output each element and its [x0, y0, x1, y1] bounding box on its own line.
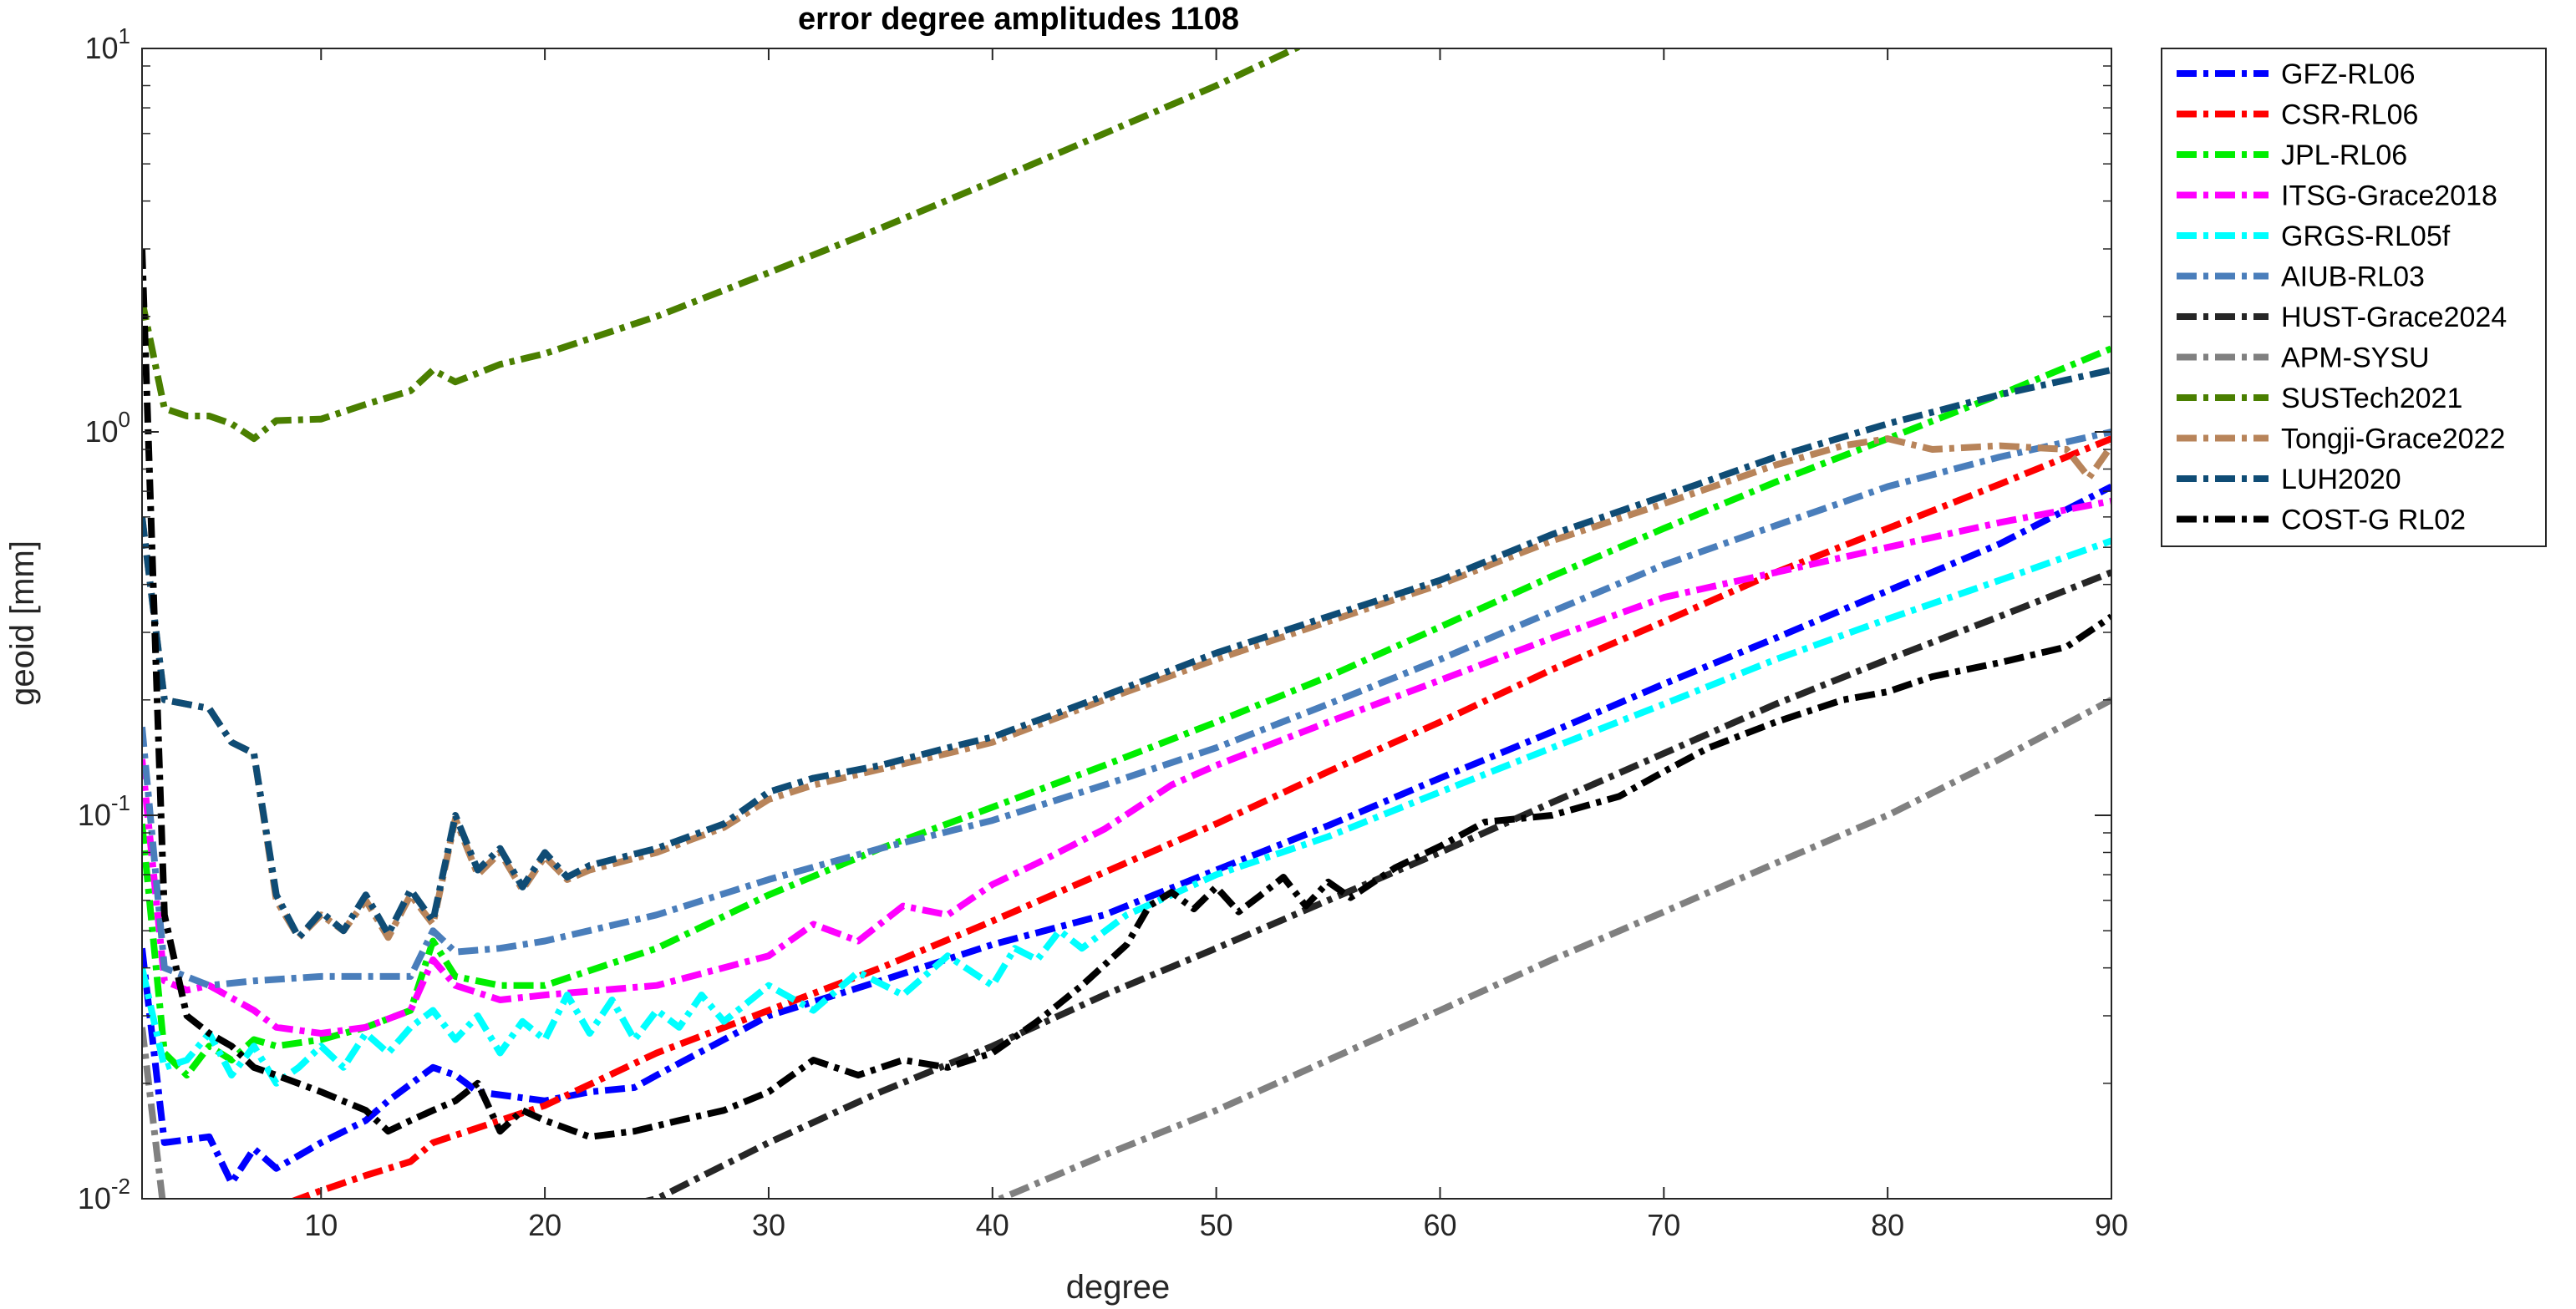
x-tick-label: 40	[976, 1208, 1009, 1242]
legend-label-sustech2021: SUSTech2021	[2281, 383, 2462, 414]
series-line-luh2020	[142, 366, 2111, 941]
y-tick-label: 101	[84, 23, 130, 65]
series-line-apm-sysu	[142, 697, 2111, 1199]
legend-box	[2161, 48, 2547, 547]
legend-label-itsg-grace2018: ITSG-Grace2018	[2281, 180, 2497, 212]
legend-label-luh2020: LUH2020	[2281, 464, 2401, 495]
series-line-gfz-rl06	[142, 483, 2111, 1186]
chart-title: error degree amplitudes 1108	[798, 2, 1239, 37]
legend-label-grgs-rl05f: GRGS-RL05f	[2281, 221, 2451, 252]
series-layer	[142, 48, 2111, 1199]
legend-label-hust-grace2024: HUST-Grace2024	[2281, 302, 2507, 333]
series-line-jpl-rl06	[142, 345, 2111, 1079]
series-line-itsg-grace2018	[142, 497, 2111, 1037]
x-tick-label: 10	[304, 1208, 338, 1242]
x-tick-label: 80	[1871, 1208, 1904, 1242]
x-tick-label: 90	[2095, 1208, 2128, 1242]
y-axis-label: geoid [mm]	[4, 540, 41, 706]
series-line-hust-grace2024	[642, 569, 2111, 1199]
plot-area: 10 20 30 40 50 60 70 80 90 10-2 10-1 100 101	[78, 23, 2128, 1242]
y-tick-label: 10-1	[78, 790, 130, 832]
legend-label-csr-rl06: CSR-RL06	[2281, 99, 2418, 131]
x-tick-label: 60	[1423, 1208, 1456, 1242]
x-axis-label: degree	[1066, 1269, 1171, 1306]
legend-label-tongji-grace2022: Tongji-Grace2022	[2281, 424, 2505, 455]
y-tick-label: 100	[84, 407, 130, 449]
series-line-csr-rl06	[289, 435, 2111, 1199]
axes-box	[141, 48, 2112, 1200]
x-tick-label: 70	[1647, 1208, 1680, 1242]
x-tick-label: 50	[1200, 1208, 1233, 1242]
legend-label-gfz-rl06: GFZ-RL06	[2281, 58, 2416, 90]
series-line-sustech2021	[142, 48, 1303, 443]
legend-label-apm-sysu: APM-SYSU	[2281, 342, 2430, 374]
x-tick-label: 20	[528, 1208, 561, 1242]
legend-label-jpl-rl06: JPL-RL06	[2281, 140, 2407, 171]
legend: GFZ-RL06 CSR-RL06 JPL-RL06 ITSG-Grace2018 GR…	[2161, 48, 2547, 547]
y-tick-label: 10-2	[78, 1174, 130, 1215]
legend-label-aiub-rl03: AIUB-RL03	[2281, 261, 2425, 293]
legend-label-cost-g-rl02: COST-G RL02	[2281, 505, 2466, 536]
series-line-aiub-rl03	[142, 429, 2111, 989]
x-tick-label: 30	[752, 1208, 785, 1242]
tick-layer: 10 20 30 40 50 60 70 80 90 10-2 10-1 100 101	[78, 23, 2128, 1242]
series-line-cost-g-rl02	[142, 248, 2111, 1140]
